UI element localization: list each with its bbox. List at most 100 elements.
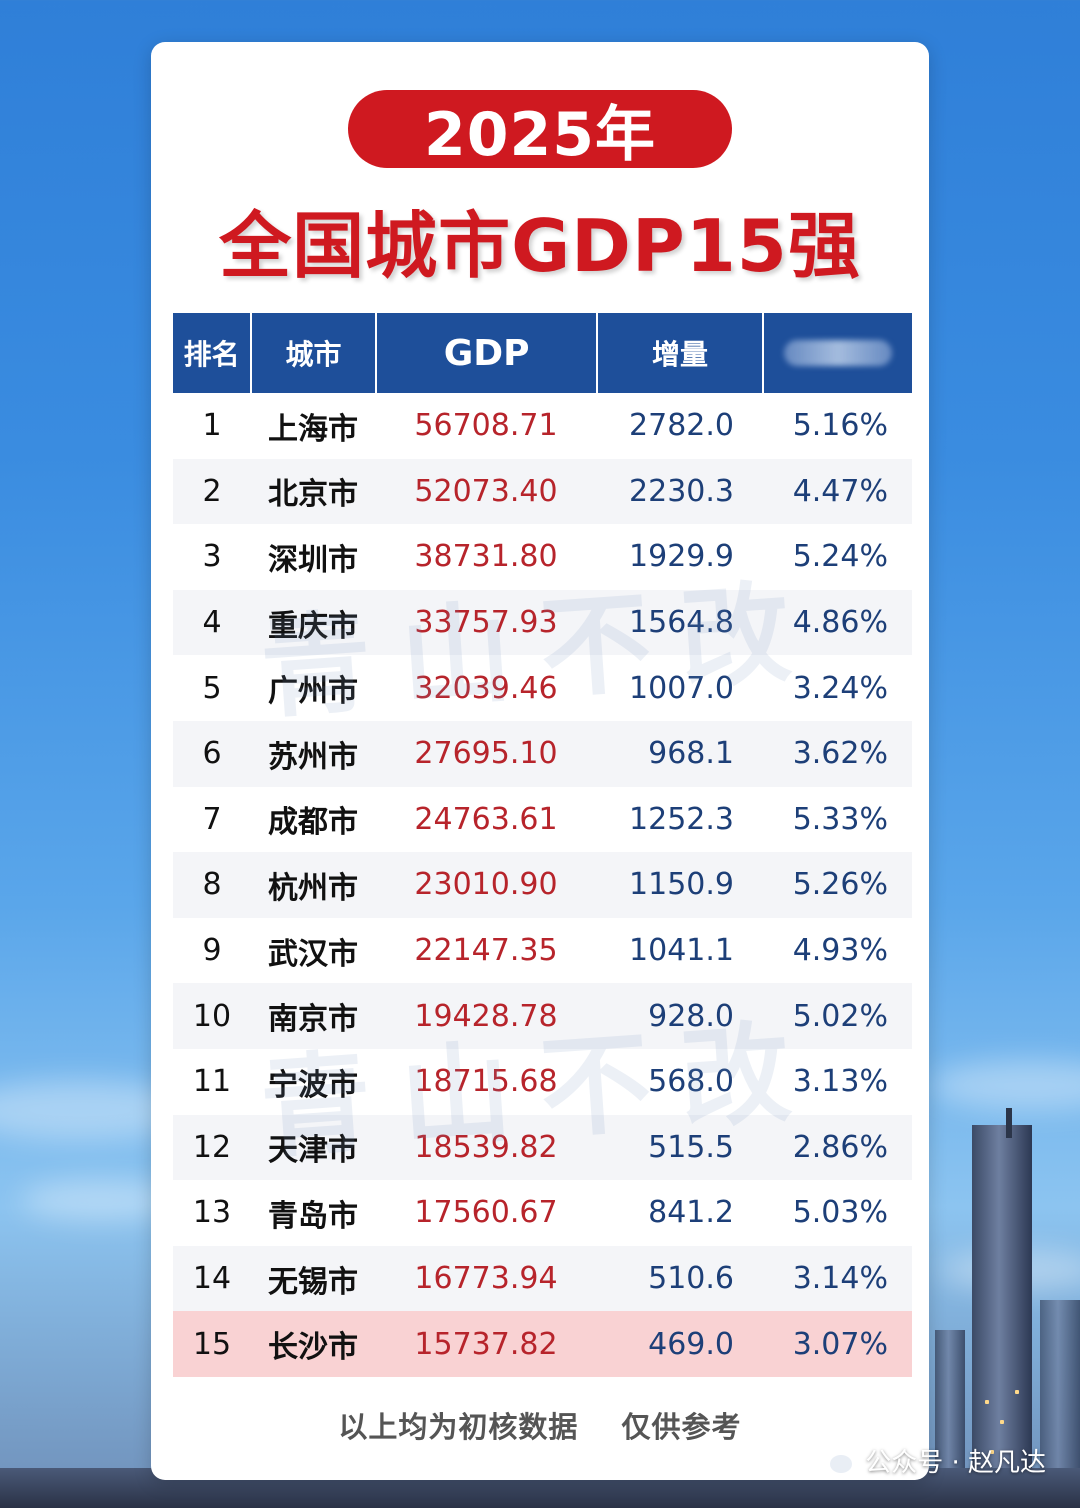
gdp-cell: 24763.61 <box>414 801 558 837</box>
rank-cell: 3 <box>202 539 222 575</box>
table-row: 5 广州市 32039.46 1007.0 3.24% <box>173 655 912 721</box>
growth-rate-cell: 5.33% <box>792 801 888 837</box>
increase-cell: 1929.9 <box>629 539 734 575</box>
rank-cell: 14 <box>192 1261 232 1297</box>
table-row: 15 长沙市 15737.82 469.0 3.07% <box>173 1311 912 1377</box>
gdp-cell: 16773.94 <box>414 1261 558 1297</box>
city-cell: 武汉市 <box>268 936 358 972</box>
city-cell: 长沙市 <box>268 1330 358 1366</box>
rank-cell: 13 <box>192 1195 232 1231</box>
gdp-cell: 56708.71 <box>414 408 558 444</box>
table-row: 12 天津市 18539.82 515.5 2.86% <box>173 1114 912 1181</box>
city-cell: 上海市 <box>268 411 358 447</box>
gdp-cell: 27695.10 <box>414 736 558 772</box>
cloud <box>940 1250 1080 1290</box>
increase-cell: 1007.0 <box>629 670 734 706</box>
increase-cell: 469.0 <box>648 1326 734 1362</box>
footnote-reference-note: 仅供参考 <box>621 1410 742 1444</box>
growth-rate-cell: 4.47% <box>792 473 888 509</box>
gdp-cell: 33757.93 <box>414 605 558 641</box>
increase-cell: 1150.9 <box>629 867 734 903</box>
growth-rate-cell: 3.13% <box>792 1064 888 1100</box>
column-header-increase: 增量 <box>598 313 764 393</box>
table-row: 6 苏州市 27695.10 968.1 3.62% <box>173 720 912 787</box>
increase-cell: 1041.1 <box>629 933 734 969</box>
gdp-cell: 52073.40 <box>414 473 558 509</box>
city-cell: 杭州市 <box>268 870 358 906</box>
footnote: 以上均为初核数据 仅供参考 <box>151 1404 929 1450</box>
obscured-header-patch <box>783 340 892 366</box>
growth-rate-cell: 4.93% <box>792 933 888 969</box>
rank-cell: 11 <box>192 1064 232 1100</box>
page-title: 全国城市GDP15强 <box>219 204 861 288</box>
table-body: 1 上海市 56708.71 2782.0 5.16% 2 北京市 52073.40 2230.… <box>173 393 912 1377</box>
gdp-cell: 32039.46 <box>414 670 558 706</box>
table-header: 排名 城市 GDP 增量 <box>173 313 912 393</box>
gdp-ranking-table: 排名 城市 GDP 增量 1 上海市 56708.71 2782.0 5.16% 2 北京市… <box>173 313 912 1377</box>
rank-cell: 6 <box>202 736 222 772</box>
rank-cell: 8 <box>202 867 222 903</box>
table-row: 1 上海市 56708.71 2782.0 5.16% <box>173 393 912 459</box>
year-badge: 2025年 <box>348 90 732 170</box>
increase-cell: 2782.0 <box>629 408 734 444</box>
table-row: 11 宁波市 18715.68 568.0 3.13% <box>173 1049 912 1115</box>
increase-cell: 841.2 <box>648 1195 734 1231</box>
column-header-gdp: GDP <box>377 313 599 393</box>
city-light <box>1015 1390 1019 1394</box>
column-header-growth-obscured <box>764 313 912 393</box>
rank-cell: 10 <box>192 998 232 1034</box>
column-header-city: 城市 <box>252 313 377 393</box>
building <box>1040 1300 1080 1508</box>
growth-rate-cell: 5.24% <box>792 539 888 575</box>
table-row: 4 重庆市 33757.93 1564.8 4.86% <box>173 589 912 656</box>
table-row: 3 深圳市 38731.80 1929.9 5.24% <box>173 524 912 590</box>
city-cell: 南京市 <box>268 1002 358 1038</box>
gdp-cell: 17560.67 <box>414 1195 558 1231</box>
city-cell: 重庆市 <box>268 608 358 644</box>
increase-cell: 2230.3 <box>629 473 734 509</box>
wechat-icon <box>817 1444 855 1476</box>
skyscraper-spire <box>1006 1108 1012 1138</box>
table-row: 9 武汉市 22147.35 1041.1 4.93% <box>173 918 912 984</box>
rank-cell: 7 <box>202 801 222 837</box>
city-cell: 广州市 <box>268 674 358 710</box>
increase-cell: 568.0 <box>648 1064 734 1100</box>
increase-cell: 1564.8 <box>629 605 734 641</box>
increase-cell: 968.1 <box>648 736 734 772</box>
source-credit: 公众号 · 赵凡达 <box>817 1440 1046 1480</box>
city-cell: 成都市 <box>268 805 358 841</box>
cloud <box>930 1060 1080 1110</box>
city-cell: 青岛市 <box>268 1198 358 1234</box>
building <box>935 1330 965 1508</box>
city-cell: 北京市 <box>268 477 358 513</box>
growth-rate-cell: 2.86% <box>792 1129 888 1165</box>
gdp-cell: 15737.82 <box>414 1326 558 1362</box>
growth-rate-cell: 3.62% <box>792 736 888 772</box>
column-header-rank: 排名 <box>173 313 253 393</box>
growth-rate-cell: 5.03% <box>792 1195 888 1231</box>
footnote-data-note: 以上均为初核数据 <box>338 1410 579 1444</box>
rank-cell: 12 <box>192 1129 232 1165</box>
rank-cell: 15 <box>192 1326 232 1362</box>
gdp-cell: 22147.35 <box>414 933 558 969</box>
rank-cell: 4 <box>202 605 222 641</box>
growth-rate-cell: 3.14% <box>792 1261 888 1297</box>
gdp-cell: 18715.68 <box>414 1064 558 1100</box>
city-cell: 深圳市 <box>268 542 358 578</box>
growth-rate-cell: 4.86% <box>792 605 888 641</box>
city-cell: 宁波市 <box>268 1067 358 1103</box>
city-light <box>985 1400 989 1404</box>
city-cell: 苏州市 <box>268 739 358 775</box>
growth-rate-cell: 3.24% <box>792 670 888 706</box>
growth-rate-cell: 5.26% <box>792 867 888 903</box>
rank-cell: 2 <box>202 473 222 509</box>
growth-rate-cell: 5.02% <box>792 998 888 1034</box>
table-row: 13 青岛市 17560.67 841.2 5.03% <box>173 1180 912 1246</box>
credit-text: 公众号 · 赵凡达 <box>865 1447 1046 1478</box>
table-row: 2 北京市 52073.40 2230.3 4.47% <box>173 458 912 525</box>
growth-rate-cell: 5.16% <box>792 408 888 444</box>
increase-cell: 510.6 <box>648 1261 734 1297</box>
city-cell: 天津市 <box>268 1133 358 1169</box>
gdp-cell: 18539.82 <box>414 1129 558 1165</box>
gdp-cell: 19428.78 <box>414 998 558 1034</box>
